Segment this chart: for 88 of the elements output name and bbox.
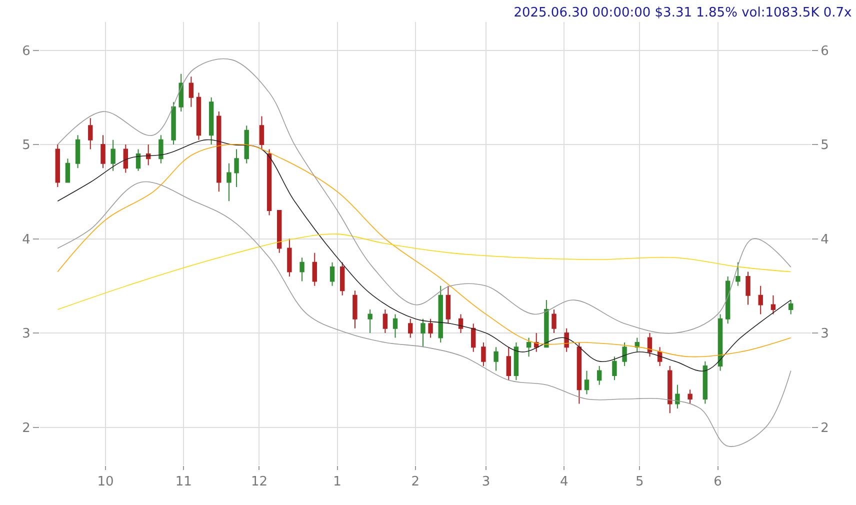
candlestick [171,102,176,146]
y2-tick-label: 3 [820,326,829,342]
candlestick [352,290,358,329]
candlestick [226,162,232,202]
candlestick [287,238,292,277]
candlestick [647,332,652,358]
candlestick [259,116,264,150]
candlestick [622,342,627,367]
candlestick [481,342,486,367]
chart-title: 2025.06.30 00:00:00 $3.31 1.85% vol:1083.5K 0.7x [514,6,852,21]
y2-tick-label: 4 [820,232,829,248]
candlestick [612,356,617,381]
candlestick [514,342,519,381]
candlestick [746,271,750,306]
y-tick-label: 3 [22,326,30,342]
candlestick [88,118,93,150]
candlestick [458,314,464,334]
candlestick [446,285,451,324]
y-tick-label: 5 [22,138,30,154]
candlestick [576,342,582,404]
candlestick [136,148,141,172]
candlestick [178,73,184,112]
line-series [57,58,792,334]
x-tick-label: 3 [482,474,490,490]
candlestick [428,318,433,338]
x-tick-label: 4 [560,474,568,490]
candlestick [526,337,532,358]
candlestick [584,370,590,395]
candlestick [788,300,794,315]
x-tick-label: 5 [636,474,644,490]
x-tick-label: 10 [97,474,114,490]
candlestick [216,111,222,192]
x-tick-label: 11 [175,474,192,490]
candlestick [726,276,730,324]
candlestick [758,285,763,315]
line-series [57,181,792,447]
candlestick [330,262,335,286]
candlestick [277,210,282,254]
candlestick [188,76,194,108]
candlestick [75,134,80,169]
candlestick [552,308,556,334]
candlestick [408,318,413,338]
y2-tick-label: 2 [820,420,829,436]
candlestick [471,323,476,352]
x-tick-label: 1 [333,474,342,490]
y2-tick-label: 5 [820,138,829,154]
candlestick [158,134,164,164]
candlestick [597,366,602,386]
candlestick [702,360,708,404]
candlestick [65,158,70,183]
candlestick [688,389,692,404]
candlestick [438,285,443,343]
candlestick [736,262,740,286]
x-tick-label: 6 [714,474,722,490]
candlestick [146,144,151,166]
candlestick [534,332,539,352]
candlestick [234,148,239,188]
candlestick [506,346,511,381]
candlestick [123,144,128,174]
candlestick [312,252,317,286]
candlestick [494,346,498,372]
candlestick [300,257,304,282]
candlestick [675,384,680,409]
candlestick [382,308,388,334]
candlestick [208,96,214,146]
line-series [57,234,792,310]
candlestick [770,294,776,315]
y-tick-label: 6 [22,44,30,59]
candlestick [668,366,672,414]
candlestick [340,262,345,296]
candlestick [244,125,249,164]
candlestick [55,144,60,188]
y-tick-label: 2 [22,420,30,436]
candlestick [564,328,569,352]
y-tick-label: 4 [22,232,30,248]
candlestick [392,314,398,338]
candlestick [110,139,116,172]
candlestick [266,148,272,216]
candlestick [368,308,372,334]
candlestick [718,314,723,372]
x-tick-label: 2 [411,474,420,490]
candlestick [420,318,426,348]
candlestick [196,92,202,140]
candlestick [657,346,662,367]
candlestick [100,134,106,169]
x-tick-label: 12 [250,474,268,490]
y2-tick-label: 6 [820,44,829,59]
candlestick [544,300,549,348]
